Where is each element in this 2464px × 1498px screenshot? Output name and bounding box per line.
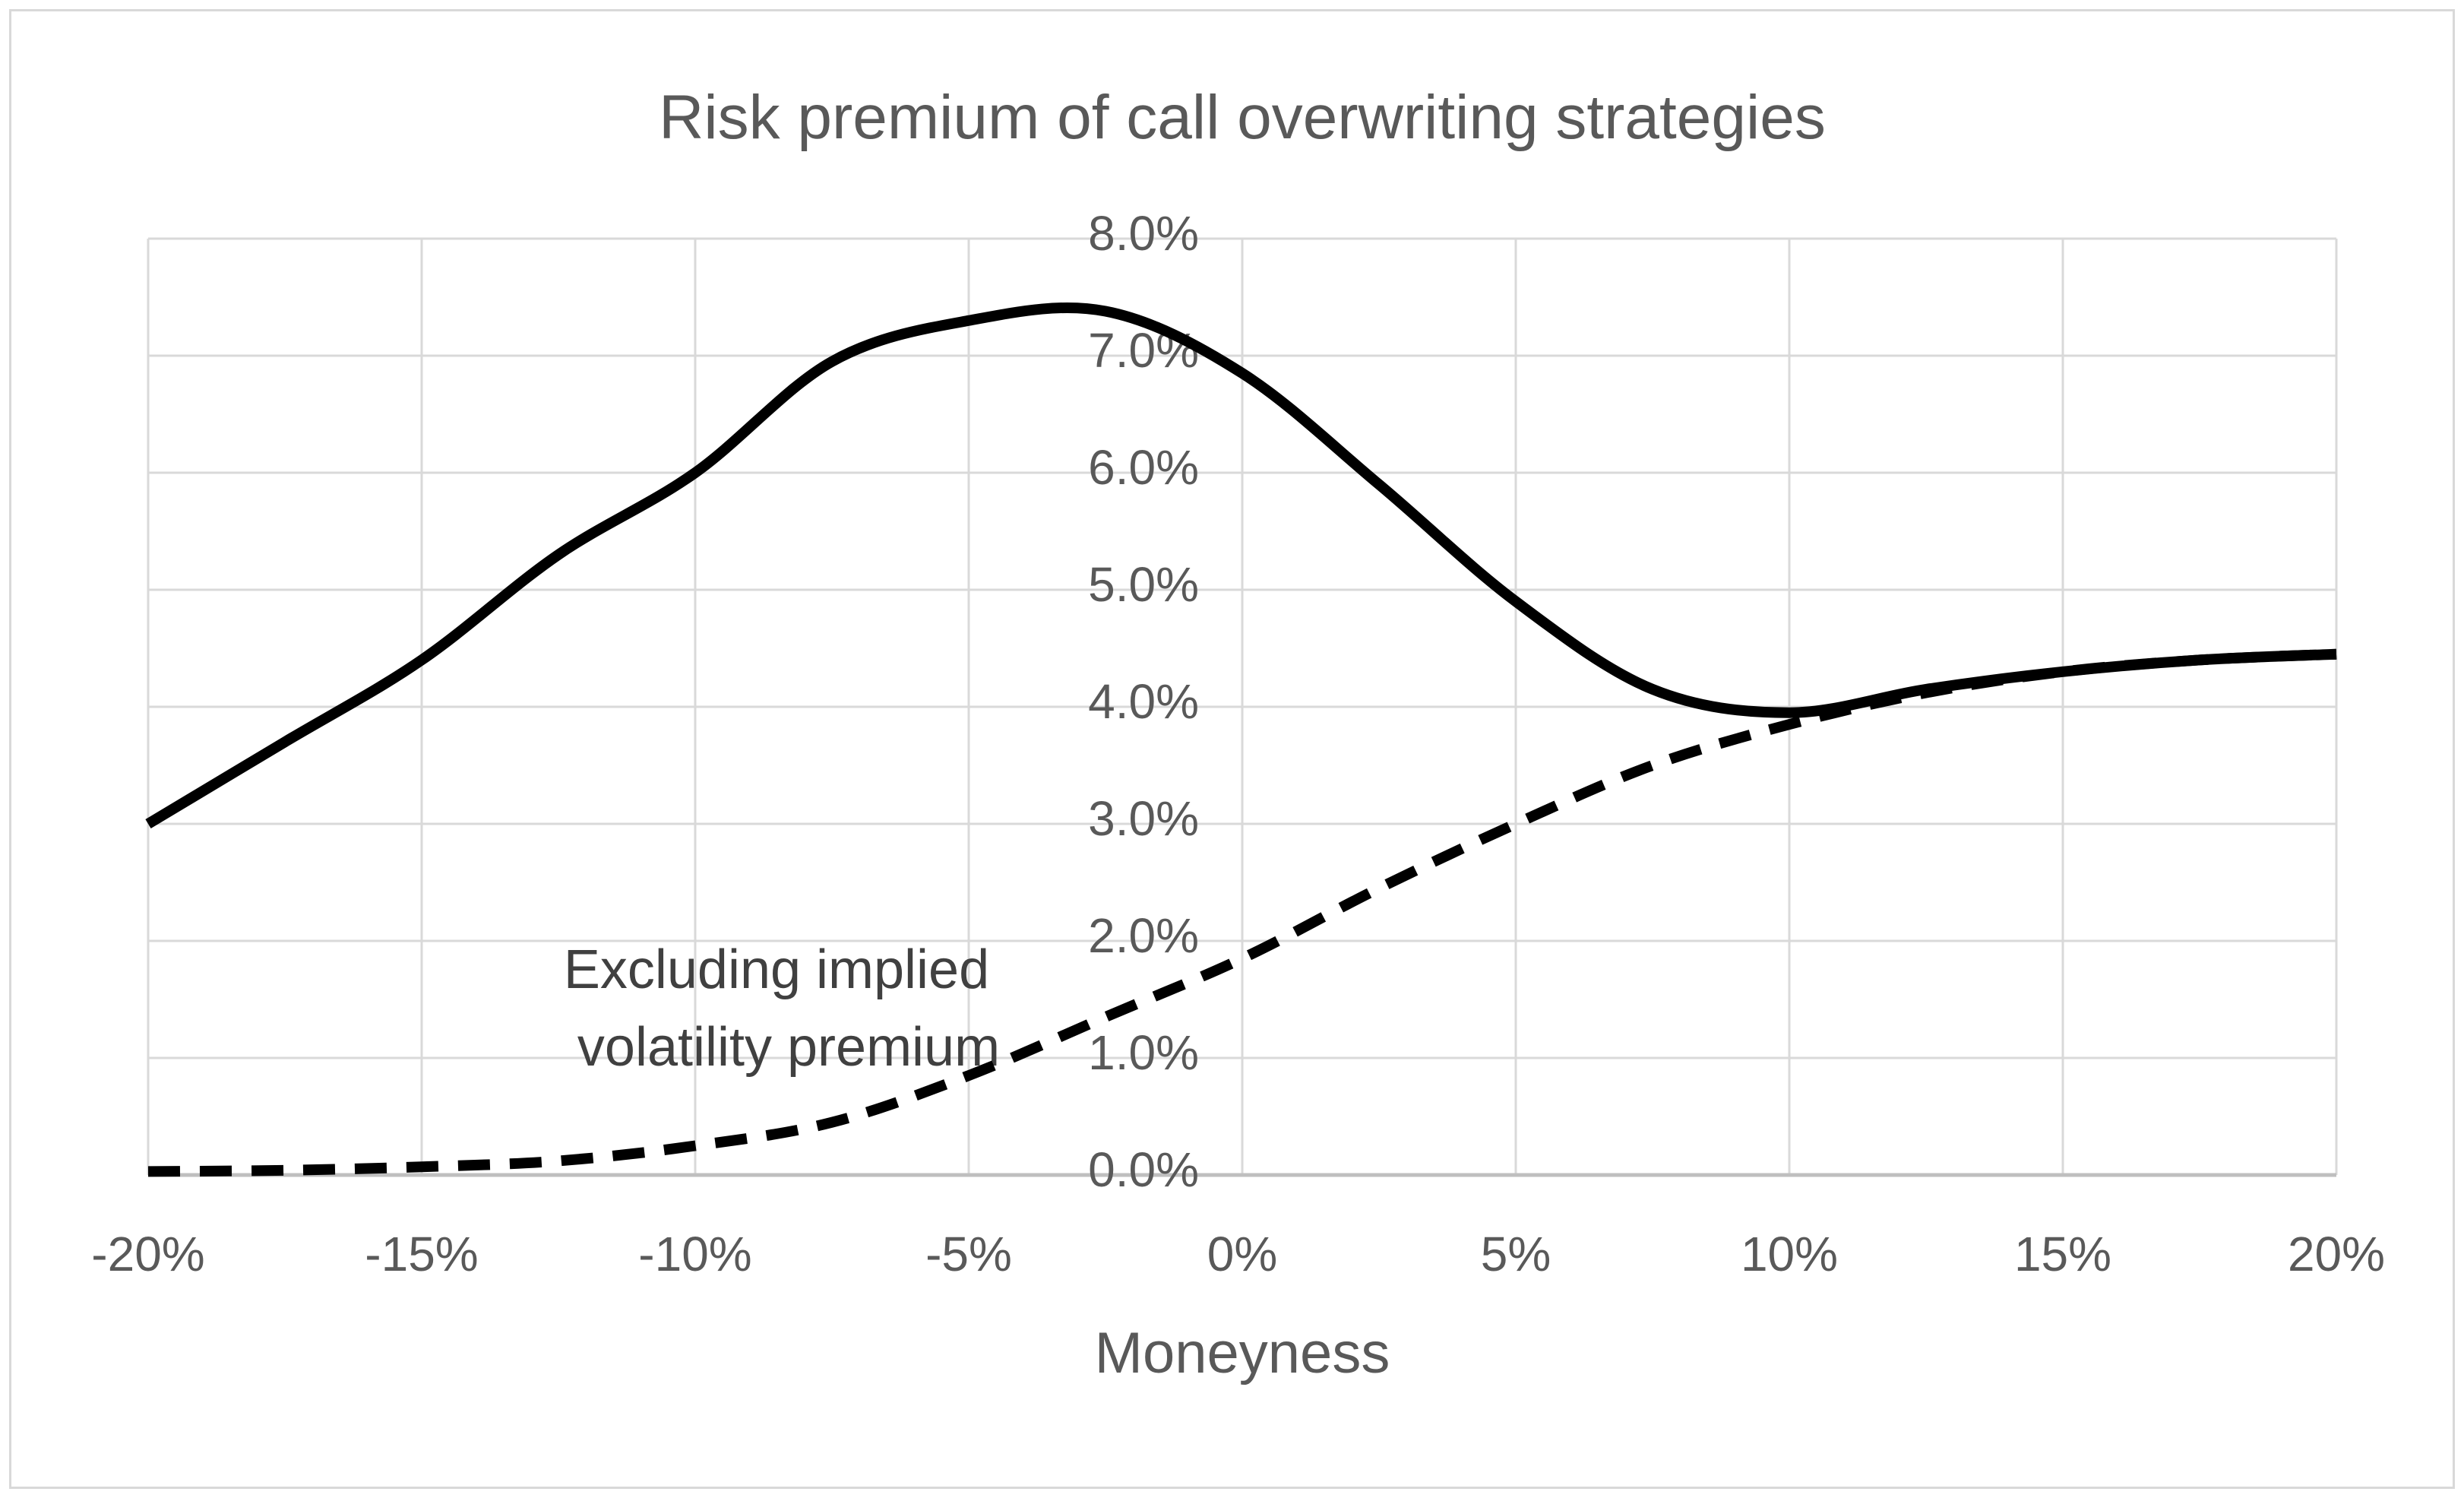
y-tick-label: 2.0%	[1088, 908, 1199, 963]
series-lines	[145, 302, 2337, 1177]
x-tick-label: -10%	[638, 1227, 751, 1281]
series-annotation-line2: volatility premium	[577, 1017, 1000, 1078]
y-tick-label: 3.0%	[1088, 791, 1199, 846]
x-tick-label: 0%	[1207, 1227, 1278, 1281]
x-tick-label: -20%	[91, 1227, 204, 1281]
x-tick-label: -15%	[365, 1227, 478, 1281]
x-tick-label: 20%	[2288, 1227, 2385, 1281]
y-tick-label: 5.0%	[1088, 557, 1199, 612]
y-tick-label: 8.0%	[1088, 206, 1199, 261]
x-tick-label: -5%	[925, 1227, 1012, 1281]
y-tick-label: 4.0%	[1088, 674, 1199, 729]
y-tick-label: 6.0%	[1088, 440, 1199, 495]
y-tick-label: 0.0%	[1088, 1142, 1199, 1197]
x-tick-label: 5%	[1481, 1227, 1551, 1281]
chart-title: Risk premium of call overwriting strateg…	[659, 83, 1826, 152]
series-annotation-line1: Excluding implied	[564, 939, 989, 1000]
axis-tick-labels: -20% -15% -10% -5% 0% 5% 10% 15% 20% 8.0% 7.0% 6.0%…	[91, 206, 2385, 1281]
x-tick-label: 15%	[2014, 1227, 2111, 1281]
x-tick-label: 10%	[1741, 1227, 1838, 1281]
y-tick-label: 1.0%	[1088, 1025, 1199, 1080]
dashed-series-line	[147, 648, 2337, 1177]
x-axis-title: Moneyness	[1095, 1321, 1390, 1386]
y-tick-label: 7.0%	[1088, 323, 1199, 378]
